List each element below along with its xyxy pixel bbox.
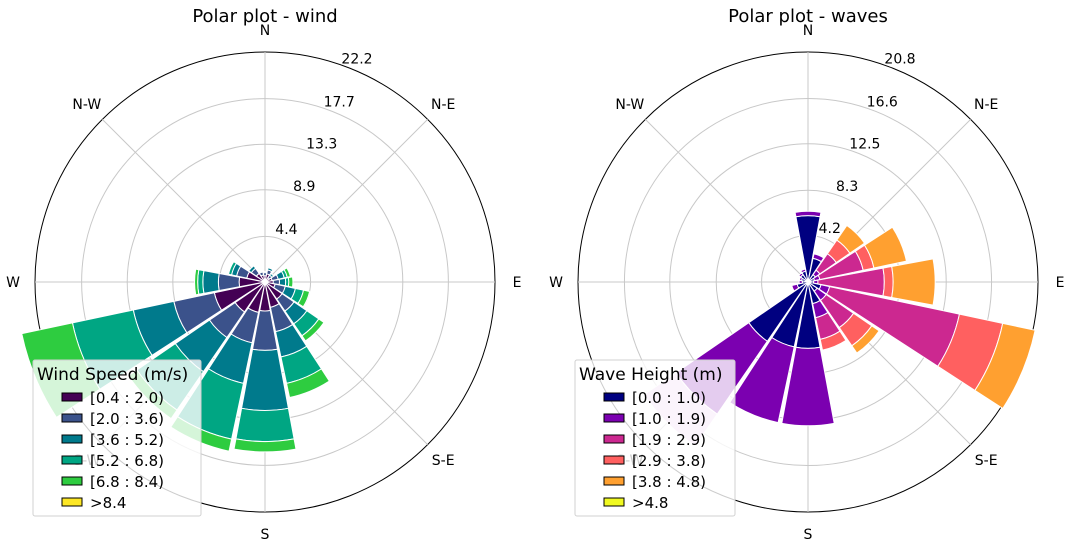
wind-bar-segment <box>235 407 295 443</box>
waves-bars <box>643 210 1036 447</box>
wind-radial-tick-label: 13.3 <box>306 137 337 153</box>
waves-radial-tick-label: 16.6 <box>867 94 898 110</box>
wind-direction-label: N-W <box>72 97 101 113</box>
wind-grid-spoke <box>102 119 266 283</box>
wind-legend-title: Wind Speed (m/s) <box>37 365 188 385</box>
waves-legend-title: Wave Height (m) <box>579 365 723 385</box>
waves-legend-entry: [2.9 : 3.8) <box>632 452 706 470</box>
wind-polar-plot: Polar plot - wind 4.4 8.9 13.3 17.7 22.2 N N-… <box>6 6 521 543</box>
wind-radial-tick-label: 8.9 <box>293 179 315 195</box>
waves-direction-label: S <box>804 527 813 543</box>
wind-legend-entry: >8.4 <box>90 494 126 512</box>
waves-direction-label: N <box>803 23 813 39</box>
waves-legend-entry: [1.0 : 1.9) <box>632 410 706 428</box>
waves-legend: Wave Height (m) [0.0 : 1.0) [1.0 : 1.9) [1.… <box>574 359 736 517</box>
wind-radial-tick-label: 4.4 <box>275 222 297 238</box>
waves-direction-label: E <box>1056 275 1065 291</box>
waves-legend-entry: [0.0 : 1.0) <box>632 389 706 407</box>
wind-bar-segment <box>202 270 220 294</box>
wind-legend: Wind Speed (m/s) [0.4 : 2.0) [2.0 : 3.6) [3… <box>32 359 202 517</box>
waves-bar-segment <box>974 322 1036 410</box>
wind-legend-swatch <box>61 434 83 444</box>
waves-radial-tick-label: 12.5 <box>849 136 880 152</box>
wind-radial-tick-label: 17.7 <box>324 95 355 111</box>
waves-legend-swatch <box>603 497 625 507</box>
wind-chart-title: Polar plot - wind <box>192 6 337 27</box>
waves-bar-segment <box>781 346 835 427</box>
wind-legend-entry: [5.2 : 6.8) <box>90 452 164 470</box>
waves-bar-segment <box>863 226 908 269</box>
wind-direction-label: N <box>260 23 270 39</box>
waves-bar-segment <box>791 283 800 292</box>
wind-legend-entry: [6.8 : 8.4) <box>90 473 164 491</box>
waves-legend-swatch <box>603 455 625 465</box>
waves-legend-swatch <box>603 413 625 423</box>
wind-bar-segment <box>287 276 294 288</box>
waves-radial-labels: 4.2 8.3 12.5 16.6 20.8 <box>819 52 916 238</box>
wind-bar-segment <box>233 438 297 453</box>
waves-grid-spoke <box>645 119 809 283</box>
wind-bar-segment <box>278 277 287 287</box>
waves-radial-tick-label: 8.3 <box>836 179 858 195</box>
waves-radial-tick-label: 4.2 <box>819 221 841 237</box>
waves-legend-swatch <box>603 434 625 444</box>
wind-bar-segment <box>227 260 238 276</box>
waves-bar-segment <box>891 258 936 306</box>
waves-chart-title: Polar plot - waves <box>728 6 888 27</box>
waves-legend-swatch <box>603 476 625 486</box>
wind-legend-swatch <box>61 455 83 465</box>
wind-legend-entry: [3.6 : 5.2) <box>90 431 164 449</box>
wind-bar-segment <box>248 265 257 274</box>
waves-legend-entry: [1.9 : 2.9) <box>632 431 706 449</box>
waves-bar-segment <box>800 268 807 274</box>
wind-grid-spoke <box>264 119 428 283</box>
wind-bar-segment <box>266 267 274 273</box>
wind-bar-segment <box>285 368 331 399</box>
waves-bar-segment <box>819 330 847 351</box>
waves-legend-swatch <box>603 392 625 402</box>
wind-bar-segment <box>262 271 268 274</box>
wind-direction-label: S <box>261 527 270 543</box>
waves-bar-segment <box>882 265 894 299</box>
waves-direction-label: W <box>549 275 563 291</box>
wind-radial-labels: 4.4 8.9 13.3 17.7 22.2 <box>275 52 372 238</box>
wind-direction-label: E <box>513 275 522 291</box>
waves-legend-entry: [3.8 : 4.8) <box>632 473 706 491</box>
wind-bar-segment <box>258 270 264 275</box>
wind-legend-entry: [0.4 : 2.0) <box>90 389 164 407</box>
waves-polar-plot: Polar plot - waves 4.2 8.3 12.5 16.6 20.8 N N… <box>549 6 1064 543</box>
wind-bar-segment <box>283 267 291 278</box>
waves-direction-label: N-E <box>974 97 998 113</box>
wind-legend-entry: [2.0 : 3.6) <box>90 410 164 428</box>
waves-direction-label: S-E <box>975 453 998 469</box>
wind-legend-swatch <box>61 497 83 507</box>
wind-bar-segment <box>194 268 200 296</box>
wind-legend-swatch <box>61 413 83 423</box>
wind-bar-segment <box>301 318 325 342</box>
waves-bar-segment <box>836 224 866 254</box>
wind-legend-swatch <box>61 392 83 402</box>
wind-radial-tick-label: 22.2 <box>341 52 372 68</box>
wind-direction-label: S-E <box>432 453 455 469</box>
waves-bar-segment <box>851 325 880 354</box>
waves-bar-segment <box>794 210 822 218</box>
waves-direction-label: N-W <box>615 97 644 113</box>
wind-direction-label: N-E <box>431 97 455 113</box>
wind-direction-label: W <box>6 275 20 291</box>
wind-bar-segment <box>297 289 311 308</box>
waves-radial-tick-label: 20.8 <box>884 52 915 68</box>
waves-legend-entry: >4.8 <box>632 494 668 512</box>
waves-bar-segment <box>812 253 825 263</box>
wind-legend-swatch <box>61 476 83 486</box>
